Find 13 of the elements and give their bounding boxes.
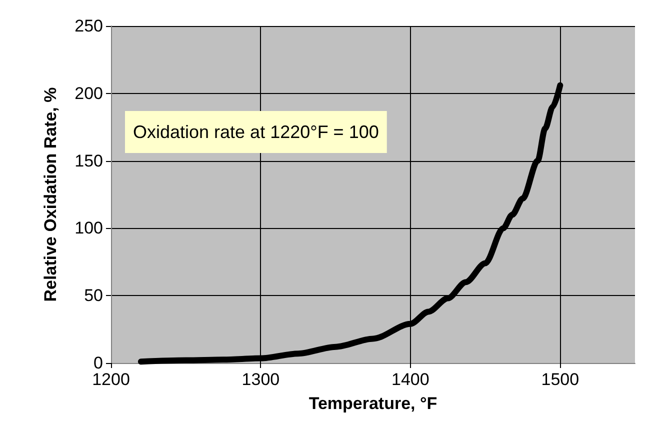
x-tick-label: 1200 xyxy=(92,370,130,389)
y-tick-label: 0 xyxy=(94,354,103,372)
x-tick-label: 1400 xyxy=(392,370,430,389)
y-tick-label: 250 xyxy=(74,16,103,36)
x-tick-label: 1300 xyxy=(242,370,280,389)
y-tick-label: 50 xyxy=(84,286,103,306)
x-axis-title: Temperature, °F xyxy=(308,394,438,413)
y-axis-title: Relative Oxidation Rate, % xyxy=(41,87,60,302)
y-tick-label: 150 xyxy=(74,151,103,170)
annotation: Oxidation rate at 1220°F = 100 xyxy=(133,122,379,142)
y-tick-label: 100 xyxy=(74,218,103,238)
x-tick-label: 1500 xyxy=(541,370,580,389)
y-tick-label: 200 xyxy=(74,84,103,103)
